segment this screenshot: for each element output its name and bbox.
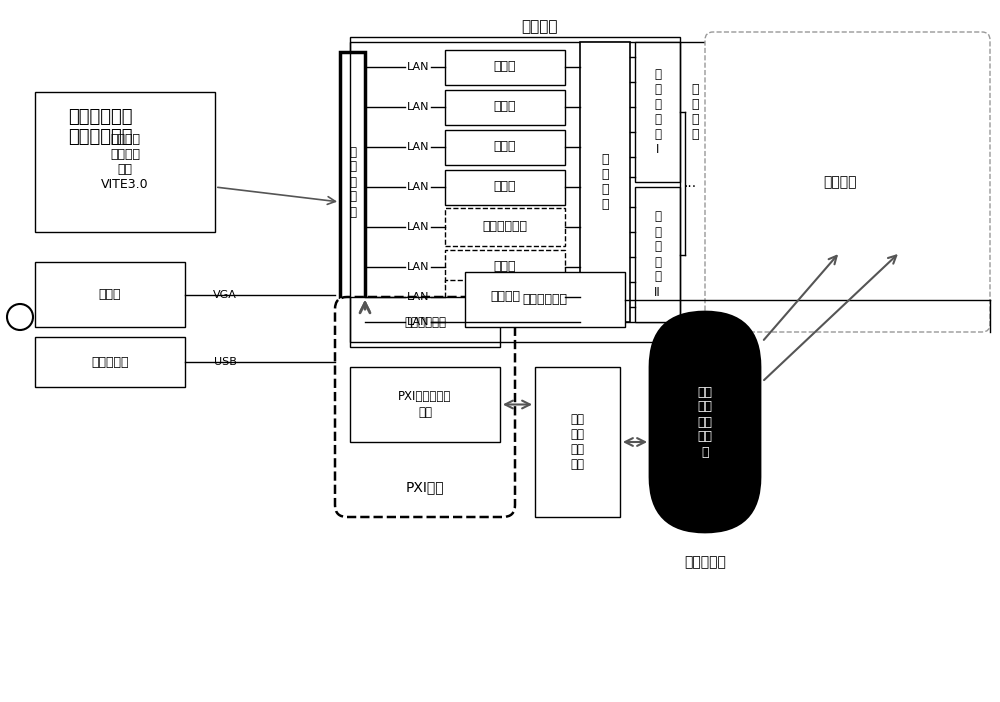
- FancyBboxPatch shape: [445, 249, 565, 284]
- Text: VGA: VGA: [213, 289, 237, 300]
- FancyBboxPatch shape: [350, 297, 500, 347]
- FancyBboxPatch shape: [340, 52, 365, 312]
- Text: 射频扩展组合: 射频扩展组合: [482, 220, 528, 234]
- FancyBboxPatch shape: [445, 208, 565, 246]
- FancyBboxPatch shape: [635, 187, 680, 322]
- Text: 示波器: 示波器: [494, 260, 516, 274]
- FancyBboxPatch shape: [465, 272, 625, 327]
- Text: 功率计: 功率计: [494, 180, 516, 194]
- Text: 嵌入式控制器: 嵌入式控制器: [404, 315, 446, 329]
- Text: 台式仪器: 台式仪器: [522, 20, 558, 34]
- Text: 被测对象: 被测对象: [823, 175, 857, 189]
- Text: LAN: LAN: [407, 62, 429, 72]
- Text: 开
关
矩
阵
箱
I: 开 关 矩 阵 箱 I: [654, 68, 661, 156]
- Text: 信号
转接
分配
调理
等: 信号 转接 分配 调理 等: [698, 385, 712, 458]
- FancyBboxPatch shape: [35, 92, 215, 232]
- Text: 键盘、鼠标: 键盘、鼠标: [91, 355, 129, 369]
- Text: 网
络
交
换
机: 网 络 交 换 机: [349, 145, 356, 218]
- FancyBboxPatch shape: [705, 32, 990, 332]
- Text: 虚拟仪器
开发环境
软件
VITE3.0: 虚拟仪器 开发环境 软件 VITE3.0: [101, 133, 149, 191]
- Text: USB: USB: [214, 357, 236, 367]
- Text: PXI中低频仪器
模块: PXI中低频仪器 模块: [398, 390, 452, 418]
- Text: LAN: LAN: [407, 262, 429, 272]
- FancyBboxPatch shape: [335, 297, 515, 517]
- FancyBboxPatch shape: [535, 367, 620, 517]
- FancyBboxPatch shape: [35, 337, 185, 387]
- Text: 显示器: 显示器: [99, 288, 121, 301]
- Text: LAN: LAN: [407, 102, 429, 112]
- FancyBboxPatch shape: [445, 129, 565, 164]
- Text: 频率计: 频率计: [494, 140, 516, 154]
- FancyBboxPatch shape: [650, 312, 760, 532]
- FancyBboxPatch shape: [580, 42, 630, 322]
- Text: LAN: LAN: [407, 142, 429, 152]
- Text: 公共
测试
信号
接口: 公共 测试 信号 接口: [570, 413, 584, 471]
- Text: 频谱仪: 频谱仪: [494, 60, 516, 74]
- Text: ...: ...: [683, 176, 697, 190]
- Text: LAN: LAN: [407, 222, 429, 232]
- FancyBboxPatch shape: [445, 89, 565, 124]
- FancyBboxPatch shape: [445, 169, 565, 204]
- FancyBboxPatch shape: [35, 262, 185, 327]
- Text: 矩
阵
开
关: 矩 阵 开 关: [601, 153, 609, 211]
- FancyBboxPatch shape: [445, 50, 565, 84]
- FancyBboxPatch shape: [350, 367, 500, 442]
- Text: 直流稳压电源: 直流稳压电源: [522, 293, 568, 306]
- FancyBboxPatch shape: [635, 42, 680, 182]
- Text: PXI机箱: PXI机箱: [406, 480, 444, 494]
- Text: LAN: LAN: [407, 317, 429, 327]
- FancyBboxPatch shape: [350, 42, 720, 322]
- Text: 射频维修保障
通用测试平台: 射频维修保障 通用测试平台: [68, 107, 132, 147]
- Text: 其他仪器: 其他仪器: [490, 291, 520, 303]
- Text: 校
准
通
道: 校 准 通 道: [691, 83, 699, 141]
- Text: 信号源: 信号源: [494, 100, 516, 114]
- Text: LAN: LAN: [407, 292, 429, 302]
- Text: 测试适配器: 测试适配器: [684, 555, 726, 569]
- Text: LAN: LAN: [407, 182, 429, 192]
- FancyBboxPatch shape: [445, 279, 565, 314]
- Text: 开
关
矩
阵
箱
II: 开 关 矩 阵 箱 II: [654, 211, 661, 298]
